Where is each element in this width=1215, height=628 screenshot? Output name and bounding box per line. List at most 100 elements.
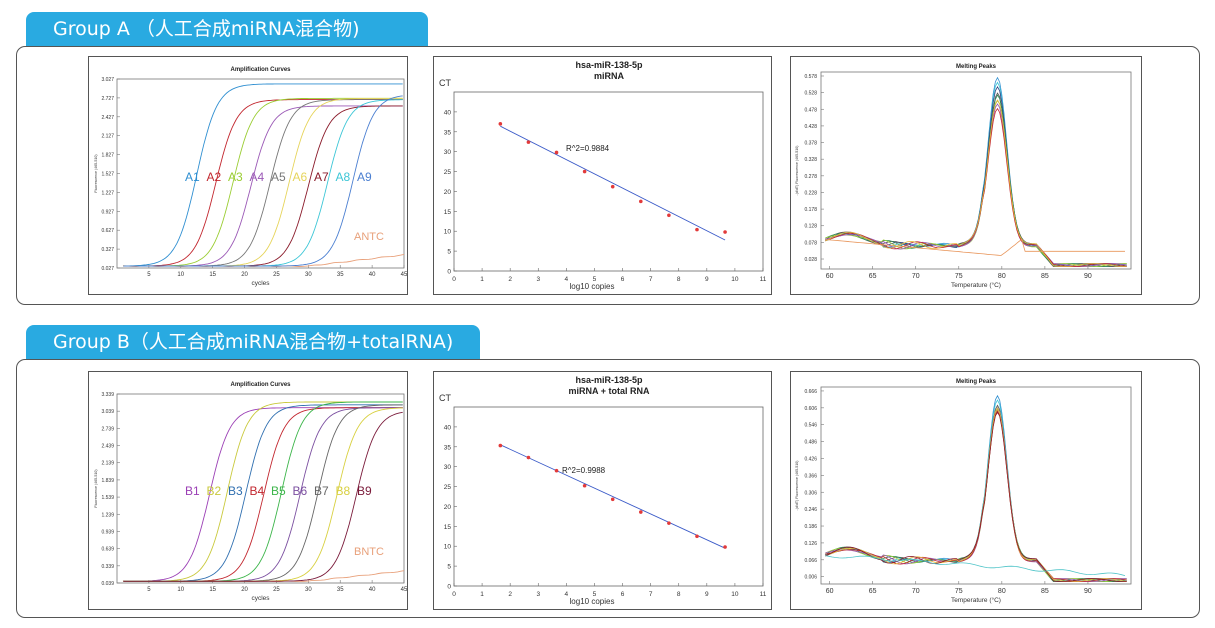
y-tick-label: 0.128 <box>804 224 817 230</box>
y-tick-label: 0.428 <box>804 124 817 130</box>
y-tick-label: 0.426 <box>804 456 817 462</box>
y-tick-label: 0.126 <box>804 541 817 547</box>
y-tick-label: 40 <box>444 109 452 116</box>
x-tick-label: 65 <box>869 273 877 280</box>
x-tick-label: 70 <box>912 273 920 280</box>
series-label-a3: A3 <box>228 170 243 184</box>
chart-subtitle: miRNA <box>594 71 625 81</box>
x-tick-label: 80 <box>998 273 1006 280</box>
plot-frame <box>820 71 1132 270</box>
y-tick-label: 40 <box>444 424 452 431</box>
curve-a9 <box>123 95 403 267</box>
y-tick-label: 0 <box>447 269 451 276</box>
group-a-melting-chart: Melting Peaks 0.028 0.078 0.128 0.178 0.228 0.… <box>795 64 1132 289</box>
series-label-b3: B3 <box>228 484 243 498</box>
data-point <box>723 545 727 549</box>
x-tick-label: 1 <box>480 276 484 283</box>
group-b-title: Group B（人工合成miRNA混合物+totalRNA) <box>53 331 454 353</box>
data-point <box>667 213 671 218</box>
x-tick-label: 0 <box>452 276 456 283</box>
r-squared-annotation: R^2=0.9884 <box>566 144 610 153</box>
x-tick-label: 4 <box>565 276 569 283</box>
x-tick-label: 40 <box>369 587 376 593</box>
y-tick-label: 30 <box>444 464 452 471</box>
x-tick-label: 65 <box>869 588 877 595</box>
group-b-amplification-chart: Amplification Curves 0.039 0.339 0.639 0.939… <box>94 382 407 602</box>
melt-ntc-curve <box>825 555 1126 576</box>
data-point <box>582 169 587 174</box>
data-point <box>498 443 503 448</box>
data-point <box>639 510 643 514</box>
data-point <box>498 122 503 126</box>
x-tick-label: 5 <box>593 591 597 598</box>
y-tick-label: 0.939 <box>101 529 114 535</box>
group-a-standard-curve-panel: hsa-miR-138-5p miRNA CT 0 5 10 15 20 25 30 35 40 0 1 2… <box>433 56 772 295</box>
y-tick-label: 2.439 <box>101 444 114 450</box>
data-point <box>695 534 699 539</box>
y-tick-label: 0.306 <box>804 490 817 496</box>
y-tick-label: 0.366 <box>804 473 817 479</box>
data-point <box>526 455 531 460</box>
y-tick-label: 0.578 <box>804 74 817 80</box>
x-tick-label: 6 <box>621 591 625 598</box>
y-tick-label: 0.039 <box>101 581 114 587</box>
x-tick-label: 25 <box>273 272 280 278</box>
x-axis-label: Temperature (°C) <box>951 281 1001 289</box>
series-label-b1: B1 <box>185 484 200 498</box>
y-axis-label: CT <box>439 393 451 403</box>
ntc-label: BNTC <box>354 546 384 558</box>
x-tick-label: 10 <box>731 591 739 598</box>
x-tick-label: 80 <box>998 588 1006 595</box>
data-point <box>723 230 727 234</box>
x-tick-label: 90 <box>1084 273 1092 280</box>
y-tick-label: 10 <box>444 544 452 551</box>
x-tick-label: 90 <box>1084 588 1092 595</box>
x-tick-label: 11 <box>760 276 767 283</box>
x-tick-label: 11 <box>760 591 767 598</box>
y-axis-label: Fluorescence (465-510) <box>94 154 98 192</box>
chart-title: hsa-miR-138-5p <box>575 60 643 70</box>
x-tick-label: 60 <box>826 273 834 280</box>
series-label-a5: A5 <box>271 170 286 184</box>
series-label-a7: A7 <box>314 170 329 184</box>
series-label-b9: B9 <box>357 484 372 498</box>
x-tick-label: 2 <box>508 591 512 598</box>
group-b-standard-curve-panel: hsa-miR-138-5p miRNA + total RNA CT 0 5 10 15 2… <box>433 371 772 610</box>
y-tick-label: 1.527 <box>101 172 114 178</box>
x-tick-label: 5 <box>147 587 151 593</box>
data-point <box>526 140 531 144</box>
x-tick-label: 20 <box>241 587 248 593</box>
x-tick-label: 0 <box>452 591 456 598</box>
y-tick-label: 35 <box>444 444 452 451</box>
y-tick-label: 1.839 <box>101 478 114 484</box>
chart-title: Melting Peaks <box>956 379 997 385</box>
group-a-title: Group A （人工合成miRNA混合物) <box>53 18 360 40</box>
data-point <box>554 150 559 155</box>
melt-curve-3 <box>825 404 1127 582</box>
melt-ntc-curve <box>825 238 1125 256</box>
x-tick-label: 30 <box>305 587 312 593</box>
fit-line <box>500 125 726 241</box>
series-label-a1: A1 <box>185 170 200 184</box>
melt-curve-8 <box>825 107 1127 267</box>
data-point <box>639 199 643 204</box>
chart-title: Amplification Curves <box>230 67 291 73</box>
x-tick-label: 1 <box>480 591 484 598</box>
x-tick-label: 85 <box>1041 273 1049 280</box>
x-tick-label: 40 <box>369 272 376 278</box>
x-tick-label: 3 <box>536 276 540 283</box>
y-tick-label: 2.739 <box>101 426 114 432</box>
series-label-b7: B7 <box>314 484 329 498</box>
y-tick-label: 0.328 <box>804 157 817 163</box>
series-label-b4: B4 <box>250 484 265 498</box>
y-axis-label: CT <box>439 78 451 88</box>
y-tick-label: 0.666 <box>804 389 817 395</box>
y-tick-label: 0.378 <box>804 141 817 147</box>
data-point <box>610 497 615 502</box>
x-tick-label: 5 <box>593 276 597 283</box>
y-tick-label: 35 <box>444 129 452 136</box>
y-axis-label: -(d/dT) Fluorescence (465-510) <box>795 146 799 196</box>
r-squared-annotation: R^2=0.9988 <box>562 466 606 475</box>
x-tick-label: 85 <box>1041 588 1049 595</box>
y-tick-label: 0.066 <box>804 558 817 564</box>
